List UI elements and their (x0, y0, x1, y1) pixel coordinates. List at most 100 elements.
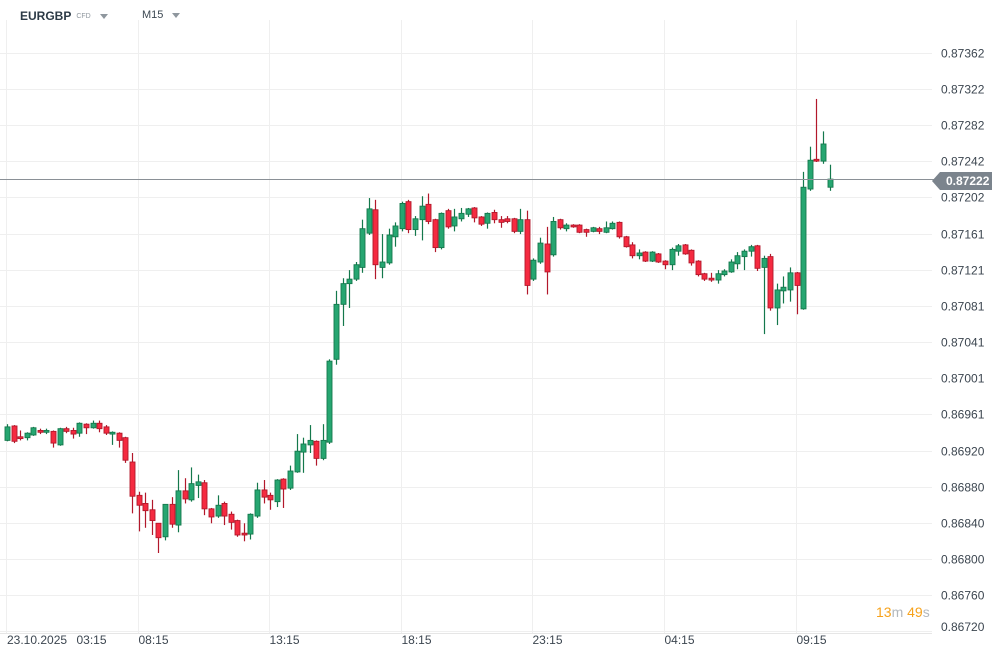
candle-body (701, 273, 708, 280)
time-axis: 03:15 08:15 13:15 18:15 23:15 04:15 09:15 23.10… (7, 633, 827, 647)
bullish-candle (30, 426, 37, 436)
bearish-candle (122, 436, 129, 463)
price-tick-label: 0.87081 (941, 300, 985, 314)
bearish-candle (682, 243, 689, 255)
candle-body (294, 450, 301, 473)
instrument-type: CFD (76, 12, 91, 20)
candle-body (550, 221, 557, 256)
bearish-candle (234, 519, 241, 537)
timeframe-selector[interactable]: M15 (142, 9, 181, 21)
bullish-candle (353, 262, 360, 281)
candle-body (37, 430, 44, 433)
bearish-candle (116, 432, 123, 448)
candle-body (103, 426, 110, 434)
candle-body (254, 489, 261, 517)
candle-body (300, 443, 307, 453)
bearish-candle (432, 218, 439, 253)
candle-body (287, 470, 294, 489)
bullish-candle (300, 437, 307, 473)
bullish-candle (274, 479, 281, 508)
chevron-down-icon[interactable] (172, 12, 181, 18)
bearish-candle (511, 217, 518, 234)
candle-countdown: 13m 49s (876, 604, 930, 620)
candle-body (471, 207, 478, 219)
bearish-candle (754, 244, 761, 272)
bearish-candle (445, 208, 452, 229)
candle-body (149, 509, 156, 522)
symbol-name: EURGBP (20, 9, 72, 23)
candle-body (366, 208, 373, 234)
bearish-candle (596, 226, 603, 235)
bullish-candle (366, 198, 373, 235)
bullish-candle (761, 255, 768, 335)
bullish-candle (530, 258, 537, 281)
bullish-candle (649, 251, 656, 263)
bullish-candle (787, 267, 794, 302)
candle-body (221, 503, 228, 517)
candle-body (642, 251, 649, 262)
bearish-candle (37, 428, 44, 435)
candle-body (136, 494, 143, 506)
candle-body (511, 218, 518, 232)
bearish-candle (642, 251, 649, 263)
bearish-candle (221, 501, 228, 526)
price-tick-label: 0.86720 (941, 620, 985, 634)
candle-body (432, 219, 439, 249)
candles (4, 98, 834, 553)
time-tick-label: 13:15 (270, 633, 300, 647)
candle-body (50, 430, 57, 444)
bearish-candle (813, 98, 820, 163)
bearish-candle (688, 249, 695, 266)
bullish-candle (748, 244, 755, 257)
bearish-candle (201, 480, 208, 516)
symbol-selector[interactable]: EURGBP CFD (20, 9, 108, 23)
price-tick-label: 0.86880 (941, 481, 985, 495)
candle-body (576, 224, 583, 233)
candle-body (326, 360, 333, 443)
bearish-candle (576, 224, 583, 234)
candle-body (675, 245, 682, 252)
price-tick-label: 0.87282 (941, 119, 985, 133)
candle-body (754, 245, 761, 269)
bearish-candle (267, 492, 274, 510)
candle-body (11, 425, 18, 442)
candle-body (728, 261, 735, 273)
candle-body (800, 186, 807, 310)
candle-body (109, 431, 116, 435)
bullish-candle (807, 146, 814, 191)
candle-body (320, 439, 327, 459)
candle-body (491, 212, 498, 221)
bearish-candle (228, 511, 235, 530)
candle-body (688, 249, 695, 264)
bearish-candle (17, 430, 24, 441)
bullish-candle (603, 221, 610, 234)
candle-body (234, 520, 241, 536)
candle-body (596, 228, 603, 232)
bullish-candle (4, 424, 11, 442)
bullish-candle (438, 212, 445, 250)
price-tick-label: 0.87242 (941, 155, 985, 169)
price-tick-label: 0.86840 (941, 517, 985, 531)
bullish-candle (386, 228, 393, 265)
candle-body (636, 252, 643, 257)
bearish-candle (695, 260, 702, 277)
bullish-candle (320, 424, 327, 461)
bearish-candle (142, 492, 149, 528)
candle-body (484, 212, 491, 224)
bearish-candle (63, 426, 70, 434)
candle-body (649, 251, 656, 262)
bearish-candle (11, 425, 18, 444)
candle-body (623, 236, 630, 248)
bullish-candle (175, 470, 182, 533)
bullish-candle (24, 432, 31, 441)
candle-body (155, 522, 162, 539)
price-tick-label: 0.87202 (941, 191, 985, 205)
bearish-candle (96, 420, 103, 433)
candle-body (333, 303, 340, 360)
chevron-down-icon[interactable] (99, 13, 108, 19)
candle-body (313, 440, 320, 459)
time-tick-label: 08:15 (139, 633, 169, 647)
candle-body (63, 428, 70, 432)
candle-body (96, 422, 103, 430)
